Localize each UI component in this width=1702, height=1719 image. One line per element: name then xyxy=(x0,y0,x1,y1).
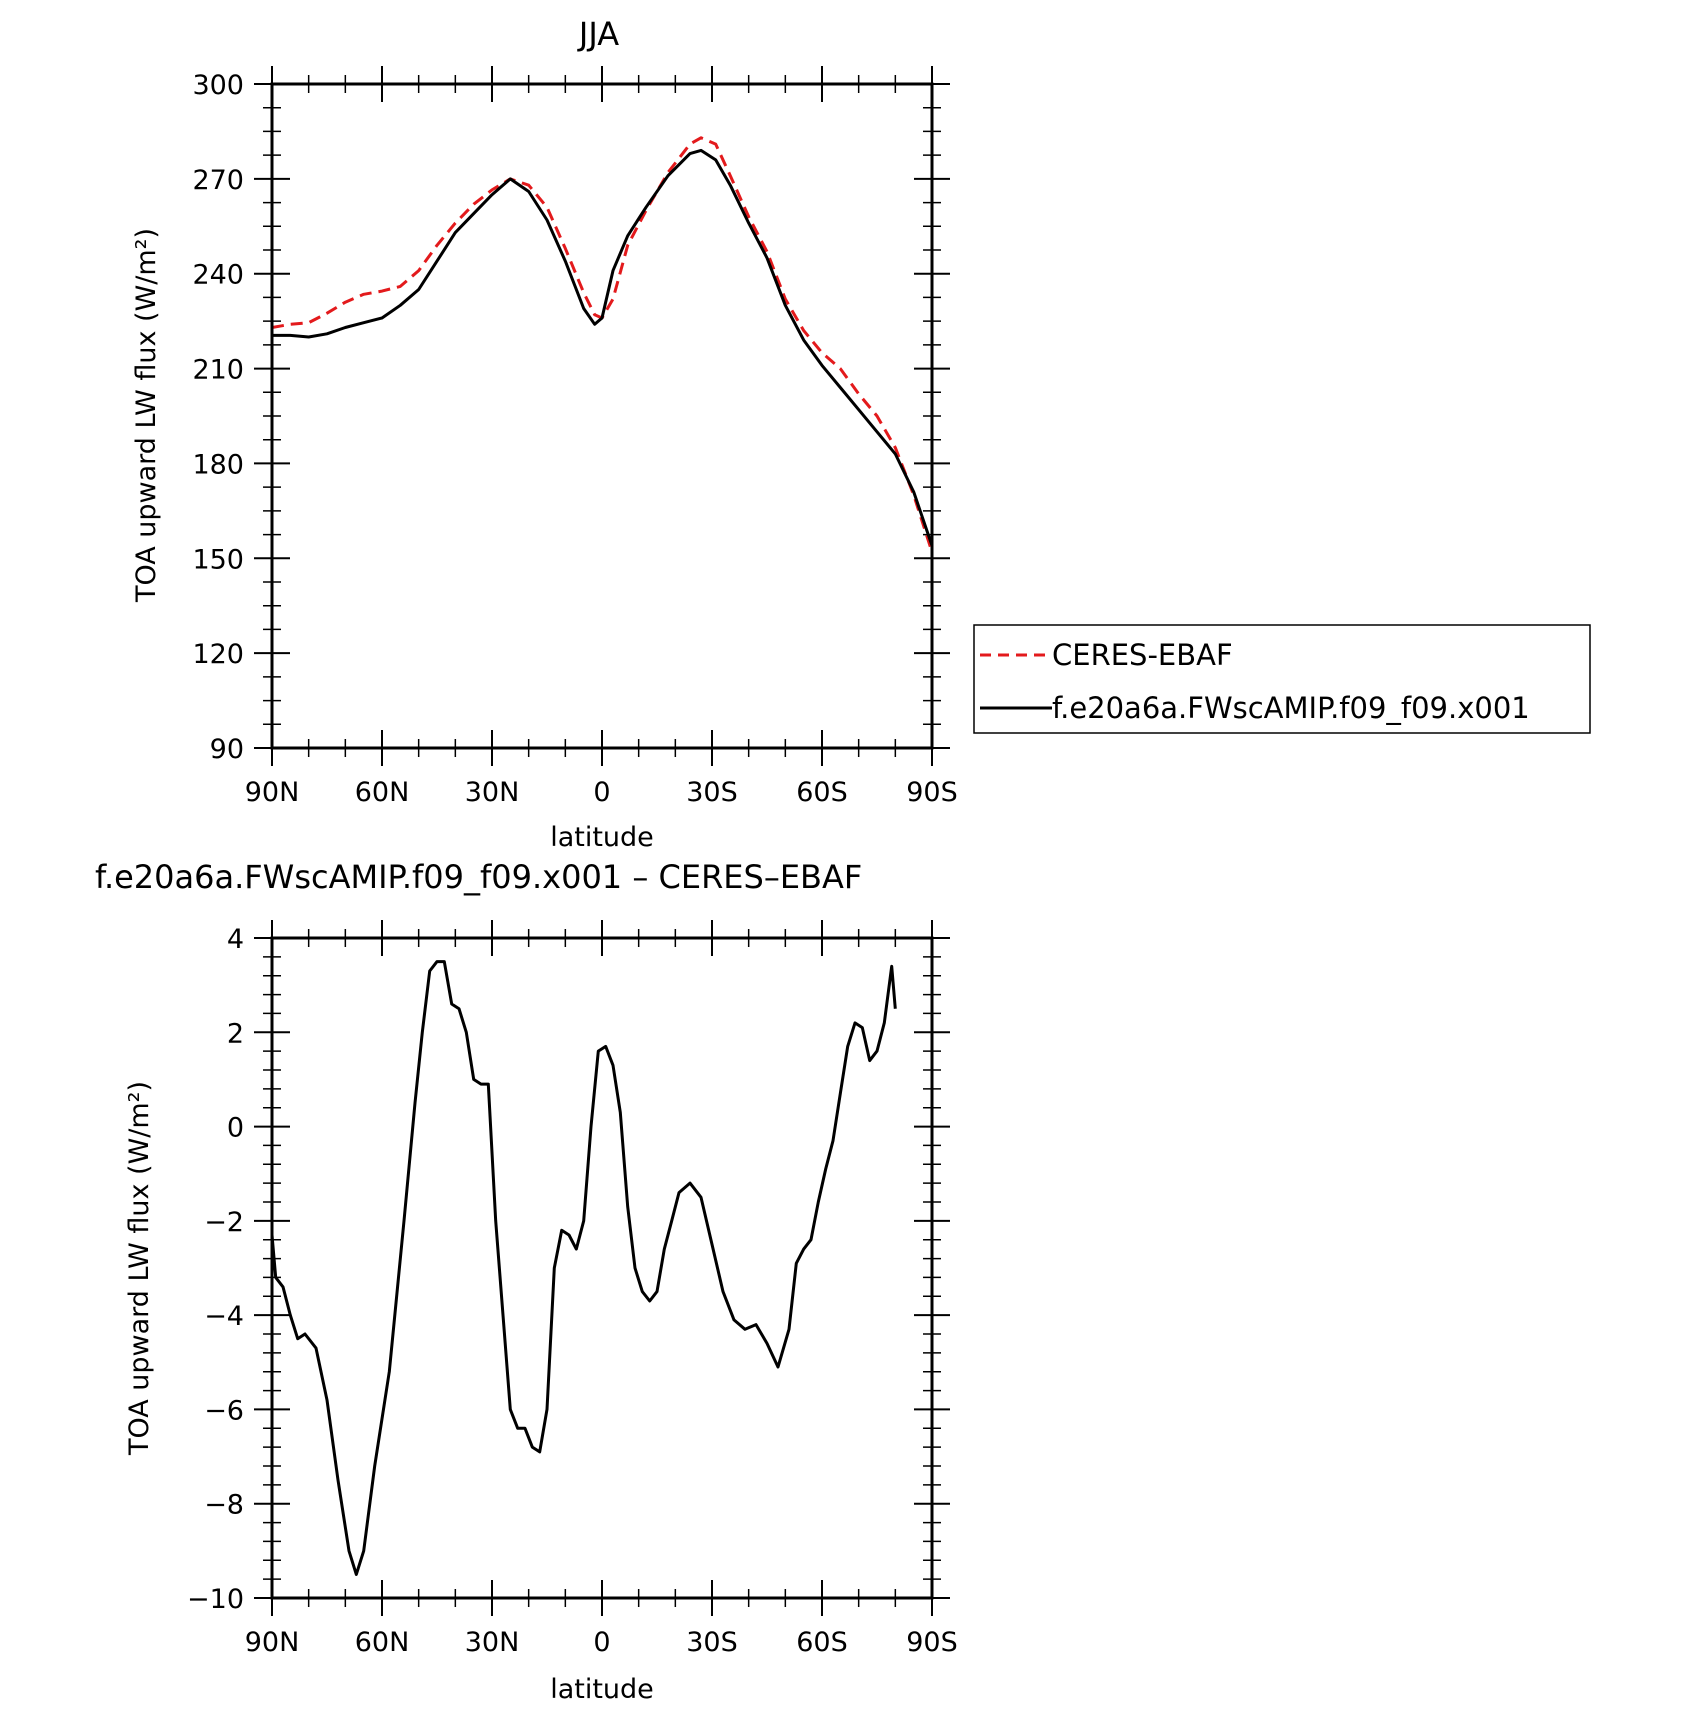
y-tick-label: 2 xyxy=(227,1018,244,1049)
top-panel-ticks xyxy=(254,66,950,766)
difference-y-axis-label: TOA upward LW flux (W/m²) xyxy=(124,1081,155,1456)
x-tick-label: 90S xyxy=(906,777,958,808)
x-tick-label: 30N xyxy=(465,777,520,808)
x-tick-label: 90N xyxy=(245,777,300,808)
top-panel-x-tick-labels: 90N 60N 30N 0 30S 60S 90S xyxy=(245,777,958,808)
bottom-panel: f.e20a6a.FWscAMIP.f09_f09.x001 – CERES–E… xyxy=(95,858,958,1705)
top-panel-lines xyxy=(272,136,932,559)
x-tick-label: 30S xyxy=(686,1627,738,1658)
bottom-panel-ticks xyxy=(254,920,950,1616)
chart-title: JJA xyxy=(577,15,619,53)
bottom-panel-y-tick-labels: −10 −8 −6 −4 −2 0 2 4 xyxy=(187,924,244,1615)
y-tick-label: 270 xyxy=(192,165,244,196)
difference-chart-title: f.e20a6a.FWscAMIP.f09_f09.x001 – CERES–E… xyxy=(95,858,862,896)
y-tick-label: 300 xyxy=(192,70,244,101)
x-tick-label: 0 xyxy=(593,777,610,808)
y-axis-label: TOA upward LW flux (W/m²) xyxy=(131,228,162,603)
y-tick-label: 4 xyxy=(227,924,244,955)
y-tick-label: −2 xyxy=(204,1207,244,1238)
x-tick-label: 60S xyxy=(796,1627,848,1658)
x-tick-label: 90S xyxy=(906,1627,958,1658)
series-line-1 xyxy=(272,136,932,559)
y-tick-label: 120 xyxy=(192,639,244,670)
y-tick-label: 240 xyxy=(192,260,244,291)
top-panel-frame xyxy=(270,82,934,750)
bottom-panel-x-tick-labels: 90N 60N 30N 0 30S 60S 90S xyxy=(245,1627,958,1658)
x-tick-label: 30N xyxy=(465,1627,520,1658)
x-tick-label: 30S xyxy=(686,777,738,808)
legend-box xyxy=(973,624,1591,734)
y-tick-label: −4 xyxy=(204,1301,244,1332)
x-tick-label: 60S xyxy=(796,777,848,808)
y-tick-label: 150 xyxy=(192,544,244,575)
y-tick-label: 210 xyxy=(192,355,244,386)
top-panel-y-tick-labels: 90 120 150 180 210 240 270 300 xyxy=(192,70,244,765)
y-tick-label: 180 xyxy=(192,449,244,480)
y-tick-label: −8 xyxy=(204,1490,244,1521)
y-tick-label: 90 xyxy=(210,734,244,765)
y-tick-label: −6 xyxy=(204,1395,244,1426)
x-axis-label: latitude xyxy=(550,822,654,853)
series-line-1 xyxy=(272,960,897,1576)
series-line-2 xyxy=(272,148,932,552)
y-tick-label: −10 xyxy=(187,1584,244,1615)
legend-item-model: f.e20a6a.FWscAMIP.f09_f09.x001 xyxy=(1052,691,1530,725)
bottom-panel-frame xyxy=(270,936,934,1600)
top-panel: JJA 90 120 150 180 210 240 270 300 90N 60N 30N 0 30… xyxy=(131,15,1591,853)
x-tick-label: 60N xyxy=(355,1627,410,1658)
bottom-panel-lines xyxy=(272,960,897,1576)
legend: CERES-EBAF f.e20a6a.FWscAMIP.f09_f09.x00… xyxy=(973,624,1591,734)
difference-x-axis-label: latitude xyxy=(550,1674,654,1705)
x-tick-label: 60N xyxy=(355,777,410,808)
legend-item-ceres: CERES-EBAF xyxy=(1052,638,1233,672)
x-tick-label: 90N xyxy=(245,1627,300,1658)
x-tick-label: 0 xyxy=(593,1627,610,1658)
y-tick-label: 0 xyxy=(227,1113,244,1144)
